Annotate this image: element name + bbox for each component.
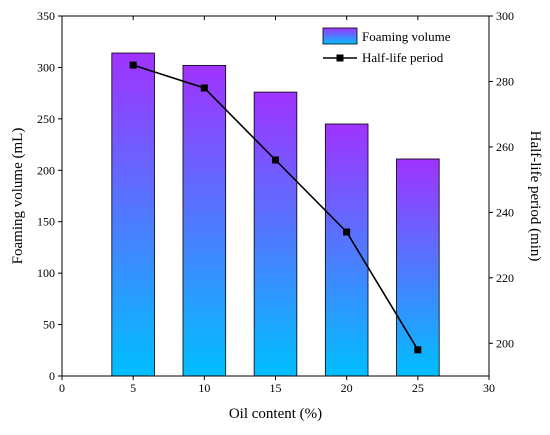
half-life-point-10 (200, 84, 208, 92)
y2-tick-label: 280 (496, 74, 514, 88)
legend-label-half-life-period: Half-life period (362, 50, 444, 65)
line-series (129, 61, 422, 354)
bar-foaming-volume-20 (324, 123, 369, 377)
axes: 0 5 10 15 20 25 300501001502002503003502002202… (37, 9, 514, 395)
y-tick-label: 150 (37, 215, 55, 229)
y2-tick-label: 260 (496, 140, 514, 154)
half-life-point-15 (272, 156, 279, 164)
y2-tick-label: 220 (496, 271, 514, 285)
y-axis-label: Foaming volume (mL) (10, 128, 26, 265)
legend-marker-half-life-period (336, 54, 344, 62)
legend-label-foaming-volume: Foaming volume (362, 29, 451, 44)
bar-foaming-volume-15 (253, 91, 298, 377)
bar-series (111, 52, 440, 377)
y2-tick-label: 200 (496, 336, 514, 350)
y2-tick-label: 300 (496, 9, 514, 23)
y-tick-label: 0 (49, 369, 55, 383)
y-tick-label: 50 (43, 318, 55, 332)
bar-foaming-volume-25 (396, 158, 440, 377)
x-tick-label: 10 (198, 381, 210, 395)
y-tick-label: 200 (37, 163, 55, 177)
x-tick-label: 25 (412, 381, 424, 395)
half-life-point-20 (343, 228, 351, 236)
x-axis-label: Oil content (%) (229, 406, 322, 422)
x-tick-label: 0 (59, 381, 65, 395)
y-tick-label: 300 (37, 60, 55, 74)
bar-foaming-volume-5 (111, 52, 155, 377)
x-tick-label: 5 (130, 381, 136, 395)
y2-tick-label: 240 (496, 205, 514, 219)
bar-foaming-volume-10 (182, 64, 227, 377)
legend: Foaming volume Half-life period (322, 27, 451, 65)
x-tick-label: 15 (270, 381, 282, 395)
half-life-point-5 (129, 61, 137, 69)
y-tick-label: 250 (37, 112, 55, 126)
x-tick-label: 20 (341, 381, 353, 395)
half-life-point-25 (414, 346, 422, 354)
y-tick-label: 100 (37, 266, 55, 280)
y2-axis-label: Half-life period (min) (527, 131, 543, 262)
x-tick-label: 30 (483, 381, 495, 395)
y-tick-label: 350 (37, 9, 55, 23)
legend-swatch-foaming-volume (322, 27, 358, 45)
